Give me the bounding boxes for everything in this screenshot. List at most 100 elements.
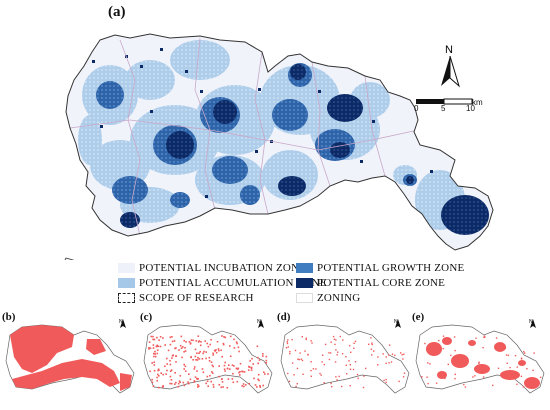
red-cell [221,355,223,358]
red-cell [483,335,486,337]
red-cell [220,349,222,352]
red-cell [148,347,150,349]
red-cell [341,353,344,355]
growth-swatch [296,263,313,273]
red-cell [157,368,160,371]
red-cell [474,375,476,377]
panel-e: (e) N [412,311,549,408]
red-cell [354,361,357,363]
panel-b-north-letter: N [119,319,123,325]
red-cell [236,380,239,383]
red-cell [402,376,405,378]
scale-bar: 0 5 10 km [410,98,483,128]
red-cell [531,378,533,380]
legend-accumulation: POTENTIAL ACCUMULATION ZONE [118,277,327,289]
red-cell [197,335,200,337]
scale-unit: km [472,98,483,107]
scale-tick-10: 10 [466,104,475,113]
red-cell [257,356,259,359]
red-cell [196,377,198,380]
red-cell [189,378,192,381]
red-cell [287,372,289,375]
red-cell [239,374,241,376]
red-cell [192,339,194,342]
red-cell [156,376,158,379]
red-cell [167,349,170,352]
red-cell [252,363,254,365]
red-cell [385,362,387,364]
red-cell [310,369,312,372]
red-cell [239,362,242,365]
red-cell [148,348,150,350]
red-cell [187,381,189,383]
red-cell [169,343,172,346]
north-arrow-icon [441,56,460,88]
red-cell [241,385,243,387]
red-cell [373,350,375,352]
red-cell [349,345,351,347]
legend-accumulation-label: POTENTIAL ACCUMULATION ZONE [139,277,327,289]
red-cell [262,353,264,355]
red-cell [179,381,181,383]
red-cell [353,347,355,349]
red-cell [197,384,199,386]
red-cell [208,356,211,359]
red-cell [185,341,187,343]
red-cell [320,374,322,376]
red-cell [401,354,403,356]
red-cell [159,336,162,338]
red-cell [357,377,359,380]
red-cell [169,375,172,378]
legend-zoning-label: ZONING [317,292,361,304]
red-cell [427,382,429,385]
red-cell [539,376,542,379]
red-cell [179,344,182,347]
red-cell [236,368,239,371]
red-cell [210,380,212,383]
red-cell [158,369,160,371]
red-cell [171,355,174,357]
red-cell [356,373,359,376]
panel-d-north-icon [395,319,401,328]
red-cell [365,367,367,370]
red-cell [151,362,153,364]
legend-growth: POTENTIAL GROWTH ZONE [296,262,464,274]
red-cell [349,368,352,370]
red-cell [245,384,247,386]
red-cell [501,374,503,376]
red-cell [259,385,261,387]
red-cell [228,364,230,366]
red-cell [329,352,332,354]
red-cell [297,358,299,360]
red-cell [263,371,265,373]
red-cell [330,341,332,343]
red-cell [233,338,235,341]
red-cell [506,362,508,364]
red-cell [333,338,336,340]
red-cell [370,337,372,339]
red-cell [183,384,186,387]
red-cell [349,364,351,366]
red-cell [237,346,240,349]
red-cell [170,382,173,385]
red-cell [398,380,400,383]
red-cell [153,361,155,363]
red-cell [184,347,186,349]
scope-swatch [118,293,135,303]
red-cell [307,354,309,356]
red-cell [528,379,530,381]
red-cell [202,352,204,355]
red-cell [222,343,225,346]
red-cell [349,385,351,387]
red-cell [205,357,207,360]
panel-c-north: N [257,319,264,328]
red-cell [508,373,510,375]
red-cell [204,340,206,342]
red-cell [183,368,185,370]
red-cell [371,354,373,356]
red-cell [472,376,474,378]
red-cell [301,359,304,362]
red-cell [213,349,216,352]
red-cell [346,373,348,375]
red-cell [220,378,223,380]
